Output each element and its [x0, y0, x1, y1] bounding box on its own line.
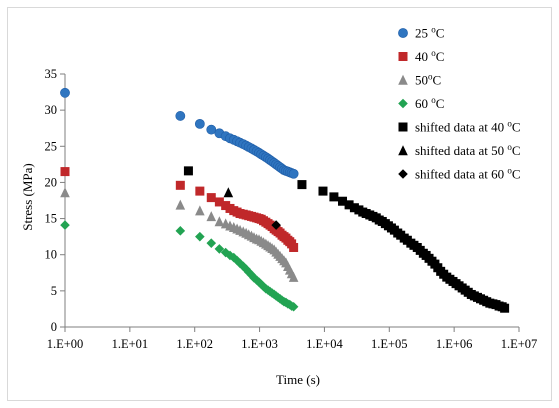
- data-point: [223, 187, 234, 198]
- data-point: [195, 231, 205, 242]
- data-point: [344, 200, 354, 210]
- y-tick-label: 20: [45, 175, 58, 189]
- data-point: [289, 242, 299, 252]
- data-point: [206, 193, 216, 203]
- legend-marker: [398, 145, 408, 156]
- data-point: [183, 166, 193, 176]
- x-tick-label: 1.E+05: [371, 337, 408, 351]
- x-tick-label: 1.E+00: [47, 337, 84, 351]
- data-point: [195, 186, 205, 196]
- y-tick-label: 35: [45, 67, 58, 81]
- legend-marker: [398, 169, 408, 179]
- data-point: [288, 168, 299, 179]
- y-axis-title: Stress (MPa): [20, 163, 35, 231]
- data-point: [214, 244, 225, 254]
- data-point: [329, 192, 339, 202]
- y-tick-label: 25: [45, 139, 58, 153]
- legend-label: 60 oC: [415, 95, 444, 111]
- x-tick-label: 1.E+07: [501, 337, 538, 351]
- series-6: [271, 220, 281, 230]
- data-point: [60, 167, 70, 177]
- x-tick-label: 1.E+01: [112, 337, 149, 351]
- legend-label: 50oC: [415, 72, 441, 88]
- data-point: [241, 264, 251, 274]
- y-tick-label: 0: [51, 320, 57, 334]
- series-3: [60, 220, 299, 312]
- legend-label: shifted data at 40 oC: [415, 119, 521, 135]
- data-point: [206, 211, 217, 222]
- data-point: [271, 220, 281, 230]
- legend-label: shifted data at 50 oC: [415, 142, 521, 158]
- data-point: [214, 197, 224, 207]
- axes: 1.E+00 1.E+01 1.E+02 1.E+03 1.E+04 1.E+05 1.E+…: [45, 67, 538, 351]
- data-point: [297, 180, 307, 190]
- series-1: [60, 167, 299, 252]
- y-tick-label: 5: [51, 284, 57, 298]
- x-tick-label: 1.E+06: [436, 337, 473, 351]
- x-axis-title: Time (s): [276, 372, 320, 387]
- data-point: [175, 199, 186, 210]
- x-tick-label: 1.E+02: [176, 337, 213, 351]
- data-point: [232, 255, 242, 266]
- data-point: [500, 303, 510, 313]
- y-tick-label: 10: [45, 248, 58, 262]
- data-point: [288, 301, 299, 312]
- series-5: [223, 187, 234, 198]
- data-point: [175, 180, 185, 190]
- series-2: [60, 187, 299, 282]
- data-point: [225, 250, 235, 261]
- data-point: [195, 205, 205, 216]
- chart-border: [7, 7, 552, 401]
- data-point: [318, 186, 328, 196]
- legend: 25 oC 40 oC 50oC 60 oC shifted data at 40 oC…: [398, 25, 521, 182]
- y-tick-label: 15: [45, 212, 58, 226]
- data-point: [60, 187, 70, 198]
- x-tick-label: 1.E+04: [306, 337, 343, 351]
- y-tick-label: 30: [45, 103, 58, 117]
- series-layer: [60, 87, 510, 313]
- data-point: [175, 226, 186, 236]
- legend-label: shifted data at 60 oC: [415, 166, 521, 182]
- data-point: [175, 111, 186, 121]
- data-point: [206, 124, 217, 135]
- legend-marker: [398, 74, 408, 85]
- series-4: [183, 166, 510, 313]
- legend-label: 25 oC: [415, 25, 444, 41]
- legend-label: 40 oC: [415, 48, 444, 64]
- legend-marker: [398, 98, 408, 109]
- data-point: [60, 87, 70, 98]
- data-point: [206, 238, 217, 248]
- legend-marker: [398, 52, 408, 61]
- legend-marker: [398, 122, 408, 132]
- data-point: [214, 216, 225, 227]
- data-point: [60, 220, 70, 230]
- data-point: [194, 118, 205, 129]
- x-tick-label: 1.E+03: [241, 337, 278, 351]
- data-point: [288, 271, 299, 282]
- series-0: [60, 87, 299, 179]
- data-point: [338, 196, 348, 206]
- legend-marker: [398, 28, 408, 38]
